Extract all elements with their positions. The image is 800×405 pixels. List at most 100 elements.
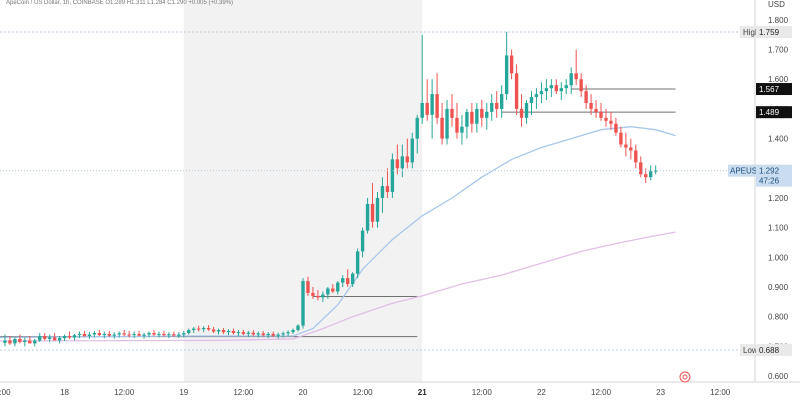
candle-body — [485, 111, 489, 118]
candle-body — [564, 85, 568, 89]
x-tick-label: 20 — [299, 388, 308, 397]
candle-body — [261, 333, 265, 336]
candle-body — [137, 333, 141, 336]
y-tick-label: 1.400 — [768, 135, 789, 144]
candle-body — [43, 335, 47, 339]
target-icon[interactable] — [679, 371, 691, 383]
candle-body — [589, 102, 593, 109]
candle-body — [326, 288, 330, 295]
x-tick-label: 12:00 — [353, 388, 374, 397]
candle-body — [599, 111, 603, 118]
axis-currency-label: USD — [768, 0, 785, 9]
candle-body — [8, 340, 12, 344]
candle-body — [152, 333, 156, 335]
candle-body — [475, 108, 479, 124]
candle-body — [539, 91, 544, 95]
x-tick-label: 12:00 — [114, 388, 135, 397]
candle-body — [410, 138, 414, 163]
candle-body — [321, 294, 325, 298]
candle-body — [649, 171, 653, 178]
candle-body — [355, 251, 360, 274]
candle-body — [385, 186, 390, 193]
candle-body — [211, 329, 216, 332]
candle-body — [634, 150, 638, 163]
last-price-tag-bg — [756, 164, 792, 187]
candle-body — [296, 325, 300, 331]
candle-body — [639, 162, 643, 175]
candle-body — [18, 338, 22, 342]
y-tick-label: 1.100 — [768, 224, 789, 233]
candle-body — [554, 85, 559, 92]
price-tags[interactable]: High 1.759 Low 0.688 1.567 1.489 APEUSD1.29247… — [728, 26, 792, 356]
candle-body — [87, 334, 92, 336]
candle-body — [162, 333, 166, 336]
candle-body — [3, 340, 7, 343]
candle-body — [341, 278, 345, 283]
candle-body — [519, 108, 524, 118]
candle-body — [370, 203, 375, 222]
candle-body — [460, 126, 464, 133]
candle-body — [23, 340, 27, 342]
candle-body — [67, 335, 72, 338]
candle-body — [559, 88, 563, 92]
candle-body — [147, 333, 151, 335]
candle-body — [534, 94, 539, 98]
candle-body — [57, 338, 62, 341]
candle-body — [594, 108, 598, 112]
x-tick-label: 12:00 — [591, 388, 612, 397]
x-tick-label: 12:00 — [472, 388, 493, 397]
candle-body — [490, 102, 494, 112]
high-value-tag-bg — [756, 26, 792, 39]
low-value-tag-bg — [756, 343, 792, 356]
candle-body — [127, 334, 131, 336]
candle-body — [122, 333, 126, 335]
candle-body — [614, 123, 618, 133]
candle-body — [132, 333, 136, 336]
candle-body — [187, 330, 191, 334]
candle-body — [495, 102, 499, 109]
candle-body — [236, 332, 241, 334]
x-tick-label: 23 — [656, 388, 665, 397]
candle-body — [480, 108, 484, 118]
high-value-tag-text: 1.759 — [759, 28, 780, 37]
candle-body — [400, 156, 405, 169]
candle-body — [271, 333, 275, 336]
candle-body — [82, 333, 87, 336]
candle-body — [336, 282, 340, 292]
y-tick-label: 0.800 — [768, 313, 789, 322]
moving-average-slow — [0, 231, 676, 342]
candle-body — [346, 278, 350, 285]
candle-body — [246, 332, 251, 334]
y-tick-label: 0.900 — [768, 283, 789, 292]
candle-body — [177, 334, 181, 336]
candle-body — [231, 330, 236, 334]
candle-body — [450, 108, 454, 118]
level-tag-bg — [756, 83, 792, 96]
candle-body — [331, 288, 335, 292]
candle-body — [549, 85, 554, 89]
candle-body — [286, 332, 290, 334]
candle-body — [28, 340, 32, 344]
candle-body — [509, 55, 514, 74]
candle-body — [92, 333, 97, 335]
last-price-tag-text: 1.292 — [759, 167, 780, 176]
candle-body — [430, 94, 434, 115]
candle-body — [395, 159, 400, 169]
candle-body — [644, 174, 648, 178]
candle-body — [504, 55, 509, 95]
candle-body — [440, 117, 444, 139]
candle-body — [380, 186, 385, 198]
candle-body — [350, 273, 355, 285]
y-tick-label: 0.600 — [768, 372, 789, 381]
symbol-tag-bg — [728, 164, 756, 177]
y-tick-label: 1.700 — [768, 46, 789, 55]
low-value-tag-text: 0.688 — [759, 346, 780, 355]
symbol-tag-text: APEUSD — [730, 167, 763, 176]
candle-body — [72, 335, 77, 338]
candle-body — [216, 330, 221, 332]
x-tick-label: 18 — [60, 388, 69, 397]
candle-body — [624, 144, 628, 148]
candle-body — [13, 338, 17, 344]
candle-body — [365, 203, 370, 231]
candle-body — [405, 156, 409, 163]
